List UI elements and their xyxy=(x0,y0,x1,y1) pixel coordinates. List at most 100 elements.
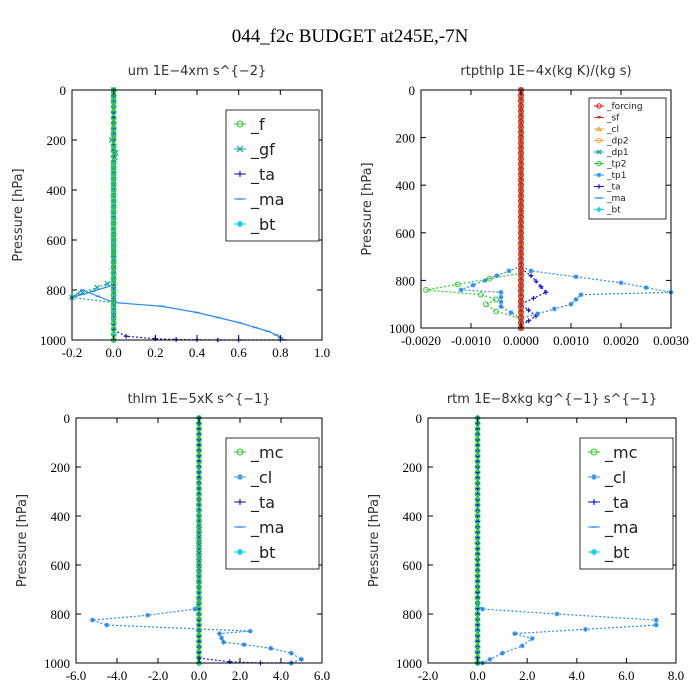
data-point xyxy=(110,159,117,166)
data-point xyxy=(618,280,624,286)
x-tick-label: 6.0 xyxy=(314,668,330,683)
data-point xyxy=(506,268,512,274)
data-point xyxy=(474,507,481,514)
data-point xyxy=(474,518,481,525)
data-point xyxy=(470,282,476,288)
y-tick-label: 0 xyxy=(409,83,416,98)
data-point xyxy=(498,294,504,300)
data-point xyxy=(653,617,659,623)
series xyxy=(518,88,524,330)
data-point xyxy=(247,628,253,634)
data-point xyxy=(196,513,202,519)
data-point xyxy=(474,627,481,634)
data-point xyxy=(518,278,524,283)
data-point xyxy=(474,540,481,547)
data-point xyxy=(568,301,574,307)
x-tick-label: 0.2 xyxy=(147,345,163,360)
legend-label: _cl xyxy=(606,125,619,135)
y-tick-label: 800 xyxy=(51,607,71,622)
data-point xyxy=(474,562,481,568)
data-point xyxy=(110,109,117,116)
series-line xyxy=(425,272,522,320)
data-point xyxy=(196,431,202,438)
data-point xyxy=(104,622,110,628)
legend-label: _mc xyxy=(604,443,637,463)
data-point xyxy=(474,513,481,519)
data-point xyxy=(518,310,524,315)
data-point xyxy=(474,589,481,596)
series-line xyxy=(460,265,672,320)
data-point xyxy=(196,540,202,547)
legend-marker xyxy=(596,160,602,167)
data-point xyxy=(241,642,247,648)
data-point xyxy=(474,491,481,498)
data-point xyxy=(110,242,117,249)
data-point xyxy=(482,278,488,283)
legend-label: _mc xyxy=(250,443,283,463)
data-point xyxy=(196,600,202,607)
legend-label: _ta xyxy=(606,183,621,193)
legend-label: _dp2 xyxy=(606,137,629,147)
legend-label: _ta xyxy=(250,493,275,513)
legend-label: _gf xyxy=(250,140,275,160)
series xyxy=(90,599,304,666)
data-point xyxy=(573,297,579,302)
x-tick-label: 0.0 xyxy=(469,668,485,683)
data-point xyxy=(110,231,117,238)
data-point xyxy=(110,153,117,160)
data-point xyxy=(458,287,464,293)
legend-label: _ta xyxy=(604,493,629,513)
y-tick-label: 400 xyxy=(396,178,416,193)
data-point xyxy=(110,270,117,277)
legend-marker xyxy=(596,172,602,178)
series-line xyxy=(69,90,117,304)
data-point xyxy=(110,309,117,316)
data-point xyxy=(110,220,117,227)
data-point xyxy=(196,453,202,460)
data-point xyxy=(487,656,493,662)
data-point xyxy=(196,638,202,645)
data-point xyxy=(518,199,524,203)
data-point xyxy=(518,135,524,140)
data-point xyxy=(196,436,202,443)
data-point xyxy=(474,638,481,645)
y-tick-label: 400 xyxy=(51,509,71,524)
y-tick-label: 600 xyxy=(403,558,423,573)
data-point xyxy=(533,278,539,284)
data-point xyxy=(110,187,117,193)
data-point xyxy=(196,627,202,634)
data-point xyxy=(110,237,117,243)
data-point xyxy=(518,98,524,103)
data-point xyxy=(196,551,202,558)
data-point xyxy=(110,320,117,327)
data-point xyxy=(508,310,514,315)
y-tick-label: 600 xyxy=(47,233,67,248)
data-point xyxy=(110,253,117,260)
legend-label: _ma xyxy=(250,518,284,538)
data-point xyxy=(486,275,493,282)
data-point xyxy=(196,523,202,530)
legend: _mc _cl _ta _ma _bt xyxy=(225,437,320,570)
data-point xyxy=(518,183,524,188)
data-point xyxy=(196,507,202,514)
data-point xyxy=(474,447,481,454)
data-point xyxy=(110,103,117,110)
data-point xyxy=(518,167,524,172)
data-point xyxy=(110,120,117,127)
y-tick-label: 200 xyxy=(51,460,71,475)
data-point xyxy=(543,289,549,295)
data-point xyxy=(110,292,117,299)
data-point xyxy=(110,214,117,221)
x-tick-label: 2.0 xyxy=(519,668,535,683)
legend-label: _ma xyxy=(606,194,626,204)
data-point xyxy=(474,453,481,460)
data-point xyxy=(531,295,536,301)
series-line xyxy=(477,603,657,664)
data-point xyxy=(110,175,117,182)
chart-panel: thlm 1E−5xK s^{−1} Pressure [hPa] -6.0 -4.0… xyxy=(15,392,330,683)
data-point xyxy=(196,589,202,596)
data-point xyxy=(474,594,481,601)
y-tick-label: 800 xyxy=(396,273,416,288)
data-point xyxy=(196,545,202,552)
